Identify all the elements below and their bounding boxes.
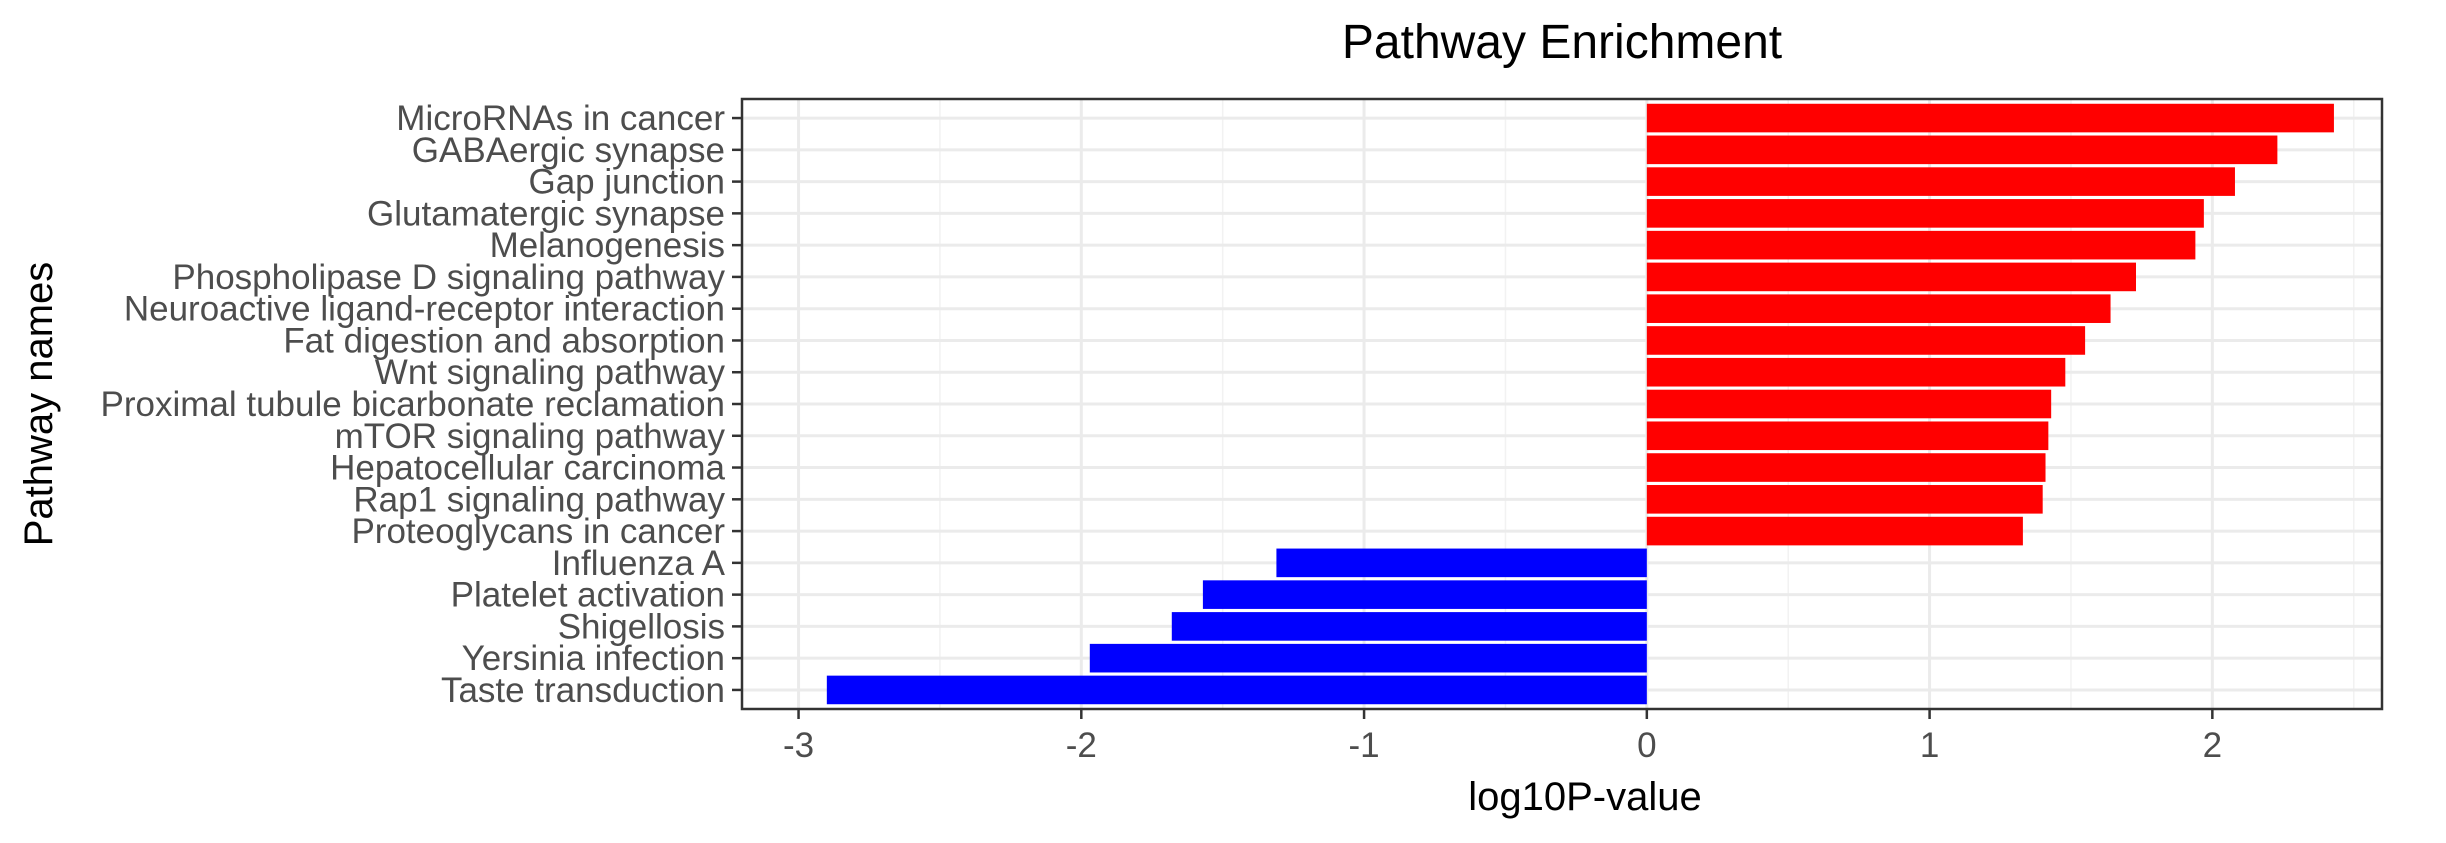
bar	[1646, 230, 2196, 260]
bar	[1202, 580, 1647, 609]
x-axis: -3 -2 -1 0 1 2	[783, 709, 2222, 765]
y-tick-label: MicroRNAs in cancer	[396, 99, 725, 138]
bar	[1646, 103, 2334, 133]
bar	[1646, 167, 2235, 196]
y-tick-label: Proximal tubule bicarbonate reclamation	[101, 385, 726, 424]
y-tick-label: Influenza A	[552, 544, 726, 583]
bar	[1646, 135, 2278, 165]
y-tick-label: Wnt signaling pathway	[375, 353, 726, 392]
bar	[1646, 262, 2136, 292]
y-tick-label: Melanogenesis	[490, 226, 725, 265]
y-tick-label: Taste transduction	[441, 671, 725, 710]
y-tick-label: Gap junction	[528, 163, 725, 202]
y-tick-label: GABAergic synapse	[412, 131, 725, 170]
y-axis-title: Pathway names	[17, 262, 61, 547]
x-tick-label: -2	[1066, 726, 1097, 765]
y-tick-label: Fat digestion and absorption	[283, 321, 725, 360]
bar	[1276, 548, 1647, 578]
bar	[1646, 421, 2049, 451]
bars	[826, 103, 2334, 705]
y-tick-label: Hepatocellular carcinoma	[330, 449, 725, 488]
bar	[1646, 199, 2204, 228]
y-tick-label: Proteoglycans in cancer	[351, 512, 725, 551]
bar	[1646, 357, 2066, 387]
chart-title: Pathway Enrichment	[1342, 16, 1782, 69]
y-tick-label: Phospholipase D signaling pathway	[172, 258, 725, 297]
y-tick-label: Yersinia infection	[462, 639, 725, 678]
y-tick-label: Rap1 signaling pathway	[353, 480, 725, 519]
y-tick-label: Glutamatergic synapse	[367, 194, 725, 233]
x-tick-label: 0	[1637, 726, 1656, 765]
y-tick-label: mTOR signaling pathway	[335, 417, 726, 456]
bar	[1646, 516, 2023, 546]
x-tick-label: 2	[2203, 726, 2222, 765]
y-tick-label: Shigellosis	[558, 607, 725, 646]
x-axis-title: log10P-value	[1468, 775, 1702, 819]
bar	[826, 675, 1647, 705]
x-tick-label: 1	[1920, 726, 1939, 765]
plot-panel	[740, 97, 2384, 711]
bar	[1089, 643, 1647, 673]
y-tick-label: Platelet activation	[451, 576, 725, 615]
x-tick-label: -1	[1349, 726, 1380, 765]
bar	[1646, 389, 2052, 419]
bar	[1171, 612, 1647, 641]
bar	[1646, 485, 2043, 514]
bar	[1646, 326, 2086, 355]
x-tick-label: -3	[783, 726, 814, 765]
bar	[1646, 453, 2046, 482]
bar	[1646, 294, 2111, 323]
y-tick-label: Neuroactive ligand-receptor interaction	[124, 290, 725, 329]
